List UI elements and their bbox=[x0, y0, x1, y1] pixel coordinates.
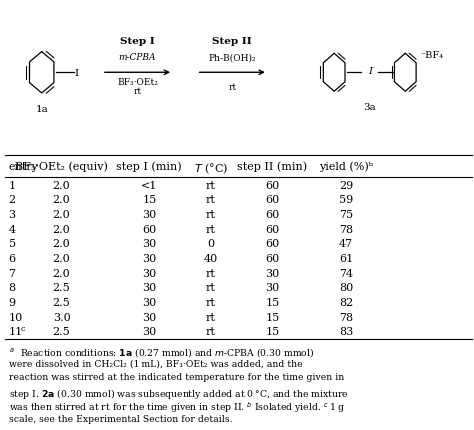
Text: 60: 60 bbox=[265, 239, 280, 249]
Text: 30: 30 bbox=[142, 239, 156, 249]
Text: 30: 30 bbox=[142, 283, 156, 292]
Text: 60: 60 bbox=[265, 195, 280, 205]
Text: 82: 82 bbox=[339, 297, 353, 307]
Text: 60: 60 bbox=[265, 180, 280, 190]
Text: 2.0: 2.0 bbox=[53, 209, 71, 219]
Text: 1a: 1a bbox=[36, 104, 48, 114]
Text: 30: 30 bbox=[265, 268, 280, 278]
Text: m-CPBA: m-CPBA bbox=[118, 53, 156, 62]
Text: 15: 15 bbox=[265, 312, 280, 322]
Text: step I (min): step I (min) bbox=[117, 161, 182, 172]
Text: 0: 0 bbox=[207, 239, 215, 249]
Text: rt: rt bbox=[228, 83, 237, 92]
Text: 2.0: 2.0 bbox=[53, 268, 71, 278]
Text: rt: rt bbox=[206, 224, 216, 234]
Text: 1: 1 bbox=[9, 180, 16, 190]
Text: 15: 15 bbox=[265, 297, 280, 307]
Text: I: I bbox=[368, 67, 372, 75]
Text: 7: 7 bbox=[9, 268, 16, 278]
Text: 78: 78 bbox=[339, 224, 353, 234]
Text: Step I: Step I bbox=[120, 37, 155, 46]
Text: 60: 60 bbox=[265, 253, 280, 263]
Text: rt: rt bbox=[206, 209, 216, 219]
Text: Step II: Step II bbox=[212, 37, 252, 46]
Text: BF₃·OEt₂ (equiv): BF₃·OEt₂ (equiv) bbox=[15, 161, 108, 172]
Text: 3: 3 bbox=[9, 209, 16, 219]
Text: I: I bbox=[75, 69, 79, 77]
Text: 15: 15 bbox=[142, 195, 156, 205]
Text: step I. $\mathbf{2a}$ (0.30 mmol) was subsequently added at 0 °C, and the mixtur: step I. $\mathbf{2a}$ (0.30 mmol) was su… bbox=[9, 386, 348, 400]
Text: 30: 30 bbox=[142, 253, 156, 263]
Text: $^{a}$: $^{a}$ bbox=[9, 345, 14, 354]
Text: 60: 60 bbox=[265, 209, 280, 219]
Text: 2.0: 2.0 bbox=[53, 253, 71, 263]
Text: 30: 30 bbox=[142, 209, 156, 219]
Text: rt: rt bbox=[206, 326, 216, 336]
Text: 2.5: 2.5 bbox=[53, 297, 71, 307]
Text: 5: 5 bbox=[9, 239, 16, 249]
Text: 60: 60 bbox=[142, 224, 156, 234]
Text: Ph-B(OH)₂: Ph-B(OH)₂ bbox=[209, 53, 256, 62]
Text: ⁻BF₄: ⁻BF₄ bbox=[420, 51, 443, 59]
Text: 75: 75 bbox=[339, 209, 353, 219]
Text: BF₃·OEt₂: BF₃·OEt₂ bbox=[117, 78, 158, 87]
Text: 2: 2 bbox=[9, 195, 16, 205]
Text: 80: 80 bbox=[339, 283, 353, 292]
Text: 61: 61 bbox=[339, 253, 353, 263]
Text: yield (%)ᵇ: yield (%)ᵇ bbox=[319, 161, 373, 172]
Text: 59: 59 bbox=[339, 195, 353, 205]
Text: 30: 30 bbox=[265, 283, 280, 292]
Text: 4: 4 bbox=[9, 224, 16, 234]
Text: 47: 47 bbox=[339, 239, 353, 249]
Text: Reaction conditions: $\mathbf{1a}$ (0.27 mmol) and $m$-CPBA (0.30 mmol): Reaction conditions: $\mathbf{1a}$ (0.27… bbox=[20, 345, 314, 358]
Text: 2.0: 2.0 bbox=[53, 195, 71, 205]
Text: 30: 30 bbox=[142, 297, 156, 307]
Text: rt: rt bbox=[206, 268, 216, 278]
Text: 10: 10 bbox=[9, 312, 23, 322]
Text: rt: rt bbox=[206, 195, 216, 205]
Text: 30: 30 bbox=[142, 312, 156, 322]
Text: 15: 15 bbox=[265, 326, 280, 336]
Text: rt: rt bbox=[206, 312, 216, 322]
Text: step II (min): step II (min) bbox=[237, 161, 308, 172]
Text: were dissolved in CH₂Cl₂ (1 mL), BF₃·OEt₂ was added, and the: were dissolved in CH₂Cl₂ (1 mL), BF₃·OEt… bbox=[9, 359, 302, 368]
Text: <1: <1 bbox=[141, 180, 157, 190]
Text: 78: 78 bbox=[339, 312, 353, 322]
Text: 2.0: 2.0 bbox=[53, 224, 71, 234]
Text: rt: rt bbox=[206, 180, 216, 190]
Text: 9: 9 bbox=[9, 297, 16, 307]
Text: 2.0: 2.0 bbox=[53, 180, 71, 190]
Text: scale, see the Experimental Section for details.: scale, see the Experimental Section for … bbox=[9, 414, 232, 423]
Text: 74: 74 bbox=[339, 268, 353, 278]
Text: $T$ (°C): $T$ (°C) bbox=[194, 161, 228, 176]
Text: 30: 30 bbox=[142, 326, 156, 336]
Text: 3.0: 3.0 bbox=[53, 312, 71, 322]
Text: c: c bbox=[21, 324, 25, 332]
Text: 2.5: 2.5 bbox=[53, 283, 71, 292]
Text: 3a: 3a bbox=[364, 103, 376, 112]
Text: 29: 29 bbox=[339, 180, 353, 190]
Text: 83: 83 bbox=[339, 326, 353, 336]
Text: rt: rt bbox=[133, 87, 142, 96]
Text: 11: 11 bbox=[9, 326, 23, 336]
Text: 30: 30 bbox=[142, 268, 156, 278]
Text: reaction was stirred at the indicated temperature for the time given in: reaction was stirred at the indicated te… bbox=[9, 372, 344, 381]
Text: 6: 6 bbox=[9, 253, 16, 263]
Text: entry: entry bbox=[9, 161, 38, 171]
Text: 8: 8 bbox=[9, 283, 16, 292]
Text: rt: rt bbox=[206, 297, 216, 307]
Text: rt: rt bbox=[206, 283, 216, 292]
Text: 40: 40 bbox=[204, 253, 218, 263]
Text: 2.5: 2.5 bbox=[53, 326, 71, 336]
Text: was then stirred at rt for the time given in step II. $^{b}$ Isolated yield. $^{: was then stirred at rt for the time give… bbox=[9, 400, 345, 415]
Text: 2.0: 2.0 bbox=[53, 239, 71, 249]
Text: 60: 60 bbox=[265, 224, 280, 234]
